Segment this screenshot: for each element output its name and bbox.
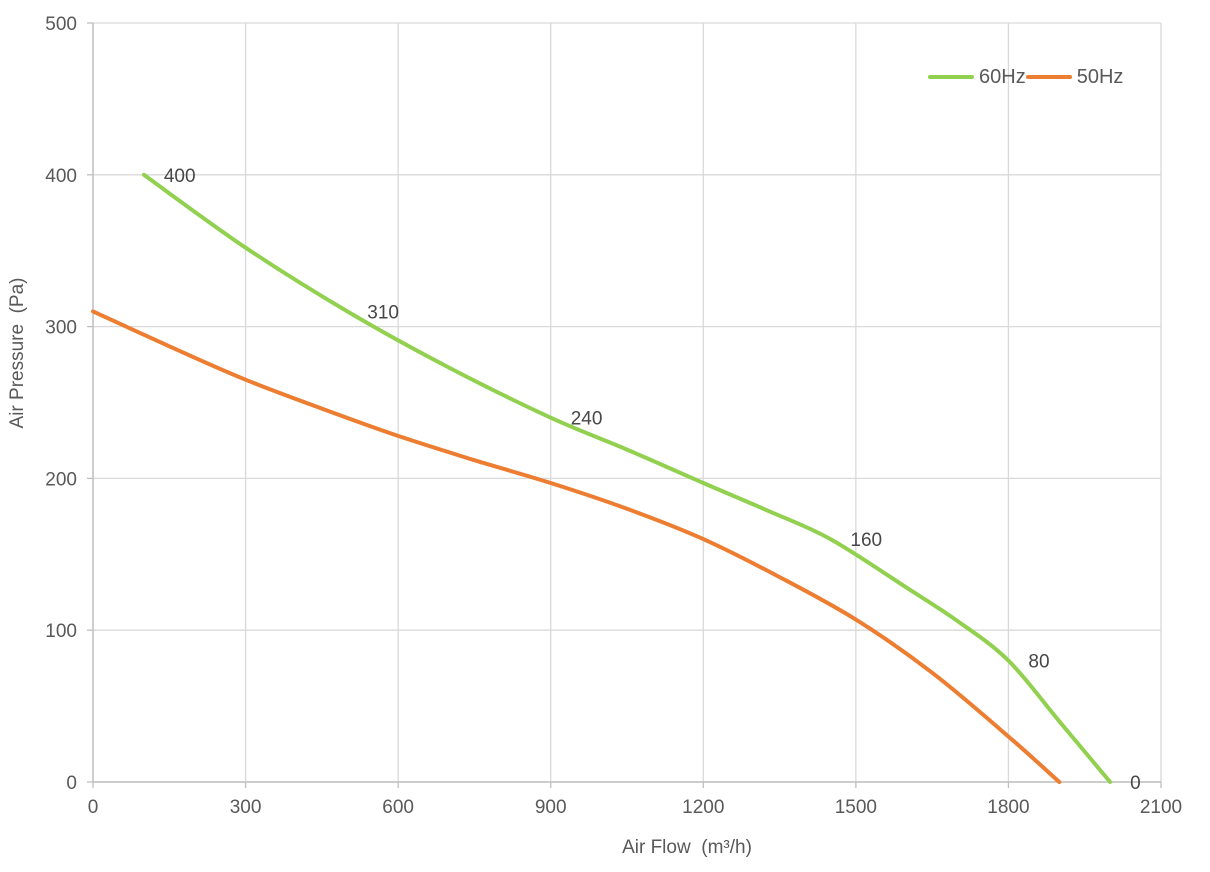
x-tick-label-1500: 1500 [835, 797, 877, 818]
x-tick-label-300: 300 [230, 797, 262, 818]
y-tick-label-500: 500 [45, 14, 77, 35]
y-axis-title: Air Pressure (Pa) [7, 278, 28, 429]
series-curve-50hz [91, 309, 1062, 784]
y-tick-label-100: 100 [45, 621, 77, 642]
series-layer [91, 172, 1113, 784]
legend-item-50hz: 50Hz [1025, 66, 1124, 88]
axis-layer: 0 300 600 900 1200 1500 1800 2100 0 100 200 300 400 5… [45, 14, 1182, 818]
data-label-layer: 400 310 240 160 80 0 [164, 166, 1141, 794]
legend-label-60hz: 60Hz [979, 66, 1026, 88]
y-tick-label-400: 400 [45, 166, 77, 187]
legend-swatch-60hz-line [928, 75, 974, 79]
legend-item-60hz: 60Hz [928, 66, 1026, 88]
x-tick-label-0: 0 [88, 797, 99, 818]
grid-layer [92, 22, 1162, 783]
y-tick-label-300: 300 [45, 318, 77, 339]
legend-label-50hz: 50Hz [1076, 66, 1124, 88]
chart-legend: 60Hz 50Hz [928, 66, 1123, 88]
data-label-60hz-310: 310 [367, 302, 399, 323]
data-label-60hz-0: 0 [1130, 773, 1141, 794]
data-label-60hz-240: 240 [571, 409, 603, 430]
x-tick-label-1200: 1200 [682, 797, 724, 818]
legend-swatch-50hz-line [1025, 75, 1072, 79]
data-label-60hz-400: 400 [164, 166, 196, 187]
y-tick-label-0: 0 [66, 773, 77, 794]
x-tick-label-600: 600 [382, 797, 414, 818]
x-tick-label-2100: 2100 [1140, 797, 1182, 818]
x-tick-label-900: 900 [535, 797, 567, 818]
x-tick-label-1800: 1800 [987, 797, 1029, 818]
data-label-60hz-80: 80 [1028, 652, 1049, 673]
x-axis-title: Air Flow (m³/h) [622, 837, 752, 858]
y-tick-label-200: 200 [45, 469, 77, 490]
data-label-60hz-160: 160 [850, 530, 882, 551]
series-curve-60hz [141, 172, 1113, 784]
